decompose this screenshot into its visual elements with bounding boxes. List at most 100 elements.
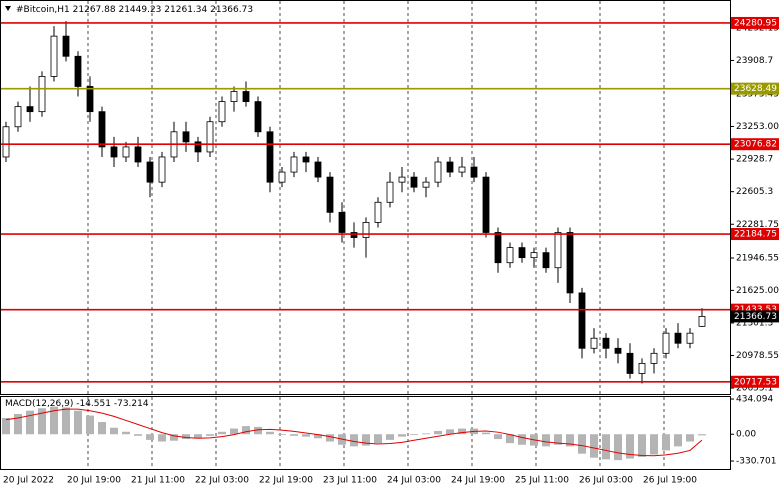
candle-body [446,161,454,173]
candle-body [458,166,466,173]
candle-body [98,111,106,148]
candle-body [518,247,526,259]
candle-body [506,247,514,264]
candle-body [566,232,574,294]
macd-bar [170,434,178,441]
level-label-bg [731,138,779,151]
candle-body [2,126,10,158]
x-tick-label: 25 Jul 11:00 [515,476,569,486]
level-label-bg [731,16,779,29]
macd-bar [374,434,382,444]
level-label-bg [731,82,779,95]
candle-body [278,171,286,183]
macd-bar [542,434,550,447]
level-label-bg [731,375,779,388]
vertical-grid [87,1,665,469]
candle-body [86,86,94,113]
candle-body [470,166,478,178]
macd-bar [578,434,586,454]
macd-bar [110,427,118,435]
macd-bar [38,408,46,435]
y-tick-label: 22605.3 [736,187,773,197]
macd-bar [242,426,250,435]
candle-body [386,181,394,203]
y-tick-label: 21946.55 [736,254,779,264]
candle-body [674,332,682,344]
level-label: 24280.95 [734,18,777,28]
y-tick-label: 20655.1 [736,384,773,394]
macd-bar [386,434,394,440]
macd-bar [674,434,682,447]
macd-bar [686,434,694,442]
macd-name: MACD(12,26,9) [5,399,73,409]
candle-body [194,141,202,153]
x-tick-label: 20 Jul 19:00 [67,476,121,486]
macd-bar [410,434,418,436]
macd-bar [650,434,658,455]
candle-body [242,91,250,102]
macd-bar [2,418,10,435]
macd-y-tick-label: -330.701 [736,457,776,467]
candle-body [14,106,22,128]
x-tick-label: 24 Jul 03:00 [387,476,441,486]
chart-title: #Bitcoin,H1 21267.88 21449.23 21261.34 2… [16,5,253,15]
candle-body [650,352,658,364]
macd-bar [50,406,58,435]
macd-bar [266,431,274,435]
macd-bar [638,434,646,457]
x-tick-label: 22 Jul 19:00 [259,476,313,486]
macd-bar [290,434,298,436]
level-label: 23076.82 [734,140,777,150]
macd-bar [614,434,622,461]
x-tick-label: 23 Jul 11:00 [323,476,377,486]
macd-bar [230,428,238,435]
macd-bar [74,410,82,435]
candle-body [590,337,598,349]
x-tick-label: 20 Jul 2022 [3,476,54,486]
macd-bar [518,434,526,445]
macd-bar [26,410,34,435]
macd-bar [602,434,610,460]
candle-body [62,35,70,57]
macd-bar [14,413,22,435]
high: 21449.23 [118,5,161,15]
candle-body [290,156,298,173]
candle-body [602,337,610,349]
macd-bar [62,407,70,435]
candle-body [50,35,58,77]
macd-bar [554,434,562,445]
price-label-bg [731,310,779,323]
candle-body [146,161,154,183]
candle-body [398,176,406,183]
candle-body [326,176,334,213]
candle-body [38,76,46,113]
candle-body [662,332,670,354]
candle-body [230,91,238,102]
candle-body [122,146,130,158]
candle-body [434,161,442,183]
macd-bar [194,434,202,439]
macd-bar [662,434,670,451]
macd-bar [98,422,106,435]
x-tick-label: 26 Jul 19:00 [643,476,697,486]
candle-body [218,101,226,123]
low: 21261.34 [164,5,207,15]
macd-bar [326,434,334,442]
macd-bar [278,434,286,436]
macd-signal-line [5,408,703,457]
candle-body [686,332,694,344]
candle-body [350,232,358,238]
title-arrow [5,6,11,11]
level-label-bg [731,228,779,241]
y-tick-label: 21301.3 [736,318,773,328]
candle-body [302,156,310,163]
y-tick-label: 23908.7 [736,56,773,66]
macd-bar [590,434,598,458]
candle-body [410,176,418,188]
level-label: 23628.49 [734,84,777,94]
x-tick-label: 24 Jul 19:00 [451,476,505,486]
main-panel [0,0,731,395]
macd-bar [506,434,514,444]
candle-body [254,101,262,133]
level-label: 22184.75 [734,230,777,240]
